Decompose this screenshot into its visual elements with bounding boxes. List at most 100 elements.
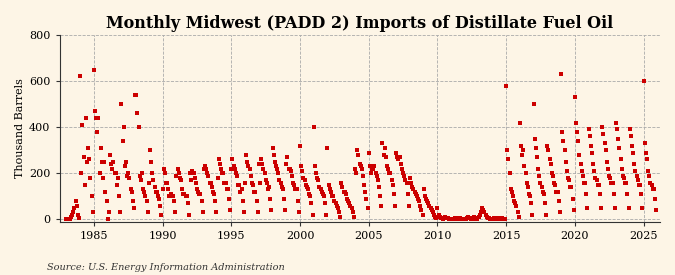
Point (172, 166, 183, 171)
Point (212, 176, 223, 180)
Point (385, 171, 396, 175)
Point (644, 174, 655, 178)
Point (213, 157, 224, 162)
Point (200, 166, 211, 171)
Point (281, 162, 292, 166)
Point (139, 189, 150, 194)
Point (178, 192, 188, 196)
Point (628, 150, 639, 155)
Point (537, 189, 548, 194)
Point (144, 180, 155, 185)
Point (623, 206, 634, 210)
Point (75, 74, 86, 79)
Point (453, 217, 464, 222)
Point (369, 164, 380, 169)
Point (551, 189, 562, 194)
Point (321, 213, 331, 217)
Point (624, 127, 635, 132)
Point (117, 139, 128, 143)
Point (130, 93, 140, 97)
Point (238, 210, 249, 215)
Point (463, 215, 474, 219)
Point (170, 210, 181, 215)
Point (332, 206, 343, 210)
Point (406, 180, 416, 185)
Point (431, 216, 441, 221)
Point (340, 192, 351, 196)
Point (113, 176, 124, 180)
Point (576, 169, 587, 173)
Point (470, 216, 481, 221)
Point (516, 144, 526, 148)
Point (588, 162, 599, 166)
Point (632, 178, 643, 182)
Point (227, 157, 238, 162)
Point (585, 134, 595, 139)
Point (85, 176, 96, 180)
Point (233, 183, 244, 187)
Point (585, 144, 596, 148)
Point (606, 180, 617, 185)
Point (595, 192, 605, 196)
Point (292, 199, 303, 203)
Point (394, 155, 405, 159)
Point (508, 194, 518, 199)
Point (539, 192, 549, 196)
Point (447, 217, 458, 222)
Point (589, 169, 599, 173)
Point (534, 174, 545, 178)
Point (287, 174, 298, 178)
Point (352, 148, 362, 152)
Point (545, 162, 556, 166)
Point (486, 217, 497, 222)
Point (95, 146, 106, 150)
Point (532, 155, 543, 159)
Point (87, 210, 98, 215)
Point (109, 171, 120, 175)
Point (97, 160, 107, 164)
Point (621, 180, 632, 185)
Point (277, 187, 288, 192)
Point (314, 185, 325, 189)
Point (460, 217, 471, 222)
Point (415, 204, 426, 208)
Point (256, 157, 267, 162)
Point (488, 216, 499, 221)
Point (151, 189, 162, 194)
Y-axis label: Thousand Barrels: Thousand Barrels (15, 78, 25, 178)
Point (319, 194, 329, 199)
Point (524, 192, 535, 196)
Point (468, 216, 479, 221)
Point (485, 217, 495, 222)
Point (603, 174, 614, 178)
Point (634, 183, 645, 187)
Point (128, 199, 138, 203)
Point (445, 217, 456, 222)
Point (539, 201, 550, 205)
Point (317, 192, 328, 196)
Point (423, 201, 433, 205)
Point (346, 206, 357, 210)
Point (362, 206, 373, 210)
Point (370, 171, 381, 175)
Point (363, 150, 374, 155)
Point (118, 125, 129, 129)
Point (236, 187, 247, 192)
Point (101, 199, 112, 203)
Point (223, 196, 234, 201)
Point (377, 141, 388, 145)
Point (535, 180, 546, 185)
Point (351, 171, 362, 175)
Point (598, 132, 609, 136)
Point (110, 171, 121, 175)
Point (358, 183, 369, 187)
Point (425, 206, 436, 210)
Point (608, 192, 619, 196)
Point (572, 130, 583, 134)
Point (329, 199, 340, 203)
Point (496, 216, 507, 221)
Point (564, 178, 574, 182)
Point (80, 183, 90, 187)
Point (155, 204, 166, 208)
Point (649, 196, 660, 201)
